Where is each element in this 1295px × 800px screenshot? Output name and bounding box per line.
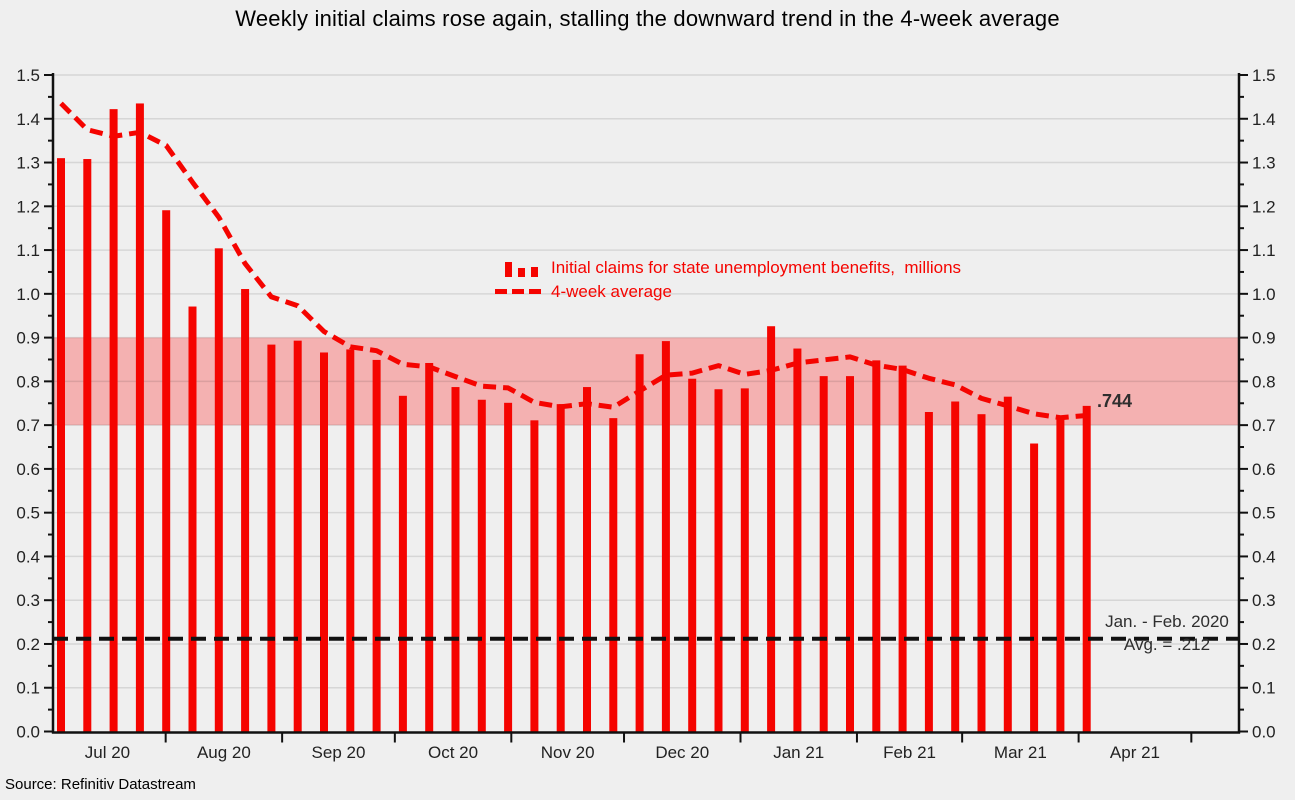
claims-bar [635,354,644,733]
y-tick-label-right: 0.1 [1252,679,1276,698]
claims-bar [425,362,434,733]
baseline-annotation-line1: Jan. - Feb. 2020 [1105,612,1229,631]
claims-bar [714,389,723,733]
y-tick-label-left: 0.8 [16,372,40,391]
y-tick-label-right: 1.0 [1252,285,1276,304]
x-month-label: Sep 20 [312,743,366,762]
y-tick-label-right: 0.5 [1252,504,1276,523]
y-tick-label-left: 1.3 [16,154,40,173]
dashed-line-icon [495,289,541,294]
y-tick-label-left: 0.0 [16,723,40,742]
y-tick-label-right: 0.2 [1252,635,1276,654]
claims-bar [320,352,328,733]
baseline-annotation: Jan. - Feb. 2020 Avg. = .212 [1096,610,1238,656]
x-month-label: Oct 20 [428,743,478,762]
claims-bar [530,420,539,733]
y-tick-label-left: 1.2 [16,197,40,216]
x-month-label: Feb 21 [883,743,936,762]
legend-label-initial-claims: Initial claims for state unemployment be… [551,258,962,277]
claims-bar [1030,443,1039,733]
bar-series-icon [505,261,538,277]
y-tick-label-left: 0.9 [16,329,40,348]
claims-bar [267,344,276,733]
y-tick-label-right: 1.4 [1252,110,1276,129]
y-tick-label-left: 0.3 [16,591,40,610]
y-tick-label-right: 1.3 [1252,154,1276,173]
x-month-label: Aug 20 [197,743,251,762]
claims-bar [477,399,486,733]
claims-bar [556,404,565,733]
claims-bar [609,418,618,733]
claims-bar [214,248,223,733]
claims-bar [872,360,881,733]
y-tick-label-right: 0.3 [1252,591,1276,610]
claims-bar [162,210,171,733]
claims-bar [135,103,144,733]
claims-bar [451,387,460,733]
claims-bar [188,306,197,733]
x-month-label: Jul 20 [85,743,130,762]
y-tick-label-right: 0.9 [1252,329,1276,348]
y-tick-label-left: 1.1 [16,241,40,260]
claims-bar [819,376,828,733]
claims-bar [293,340,302,733]
y-tick-label-right: 0.4 [1252,547,1276,566]
y-tick-label-left: 0.5 [16,504,40,523]
x-month-label: Apr 21 [1110,743,1160,762]
claims-bar [977,414,986,733]
legend-item-4-week-average: 4-week average [495,280,961,304]
chart-title: Weekly initial claims rose again, stalli… [235,6,1060,31]
legend: Initial claims for state unemployment be… [495,256,961,304]
y-tick-label-right: 0.0 [1252,723,1276,742]
x-month-label: Dec 20 [655,743,709,762]
legend-item-initial-claims: Initial claims for state unemployment be… [495,256,961,280]
claims-bar [951,401,960,733]
claims-bar [924,412,933,733]
claims-bar [898,365,907,733]
y-tick-label-left: 1.5 [16,66,40,85]
claims-bar [346,349,355,733]
claims-bar [57,158,65,733]
x-month-label: Mar 21 [994,743,1047,762]
claims-bar [372,359,381,733]
baseline-annotation-line2: Avg. = .212 [1123,635,1211,654]
claims-bar [109,109,118,733]
claims-bar [740,388,749,733]
y-tick-label-left: 0.4 [16,547,40,566]
four-week-average-line [59,101,1087,421]
x-month-label: Jan 21 [773,743,824,762]
claims-bar [767,326,776,733]
y-tick-label-right: 1.1 [1252,241,1276,260]
highlight-band [53,337,1239,426]
y-tick-label-right: 0.8 [1252,372,1276,391]
x-month-label: Nov 20 [541,743,595,762]
claims-bar [1003,396,1012,733]
claims-bar [241,289,250,733]
last-value-annotation: .744 [1097,391,1133,411]
source-credit: Source: Refinitiv Datastream [5,776,196,793]
y-tick-label-right: 0.7 [1252,416,1276,435]
claims-bar [846,376,854,733]
claims-bar [688,378,697,733]
claims-bar [83,159,92,733]
claims-bar [1056,416,1065,733]
y-tick-label-left: 0.7 [16,416,40,435]
legend-label-4-week-average: 4-week average [551,282,672,301]
claims-bar [793,348,802,733]
claims-bar [504,402,513,733]
y-tick-label-right: 0.6 [1252,460,1276,479]
y-tick-label-left: 1.0 [16,285,40,304]
y-tick-label-left: 0.1 [16,679,40,698]
claims-bar [398,395,407,733]
y-tick-label-right: 1.5 [1252,66,1276,85]
y-tick-label-right: 1.2 [1252,197,1276,216]
y-tick-label-left: 1.4 [16,110,40,129]
claims-bar [1082,405,1091,733]
claims-bar [583,387,591,733]
y-tick-label-left: 0.6 [16,460,40,479]
claims-bar [661,341,670,733]
y-tick-label-left: 0.2 [16,635,40,654]
